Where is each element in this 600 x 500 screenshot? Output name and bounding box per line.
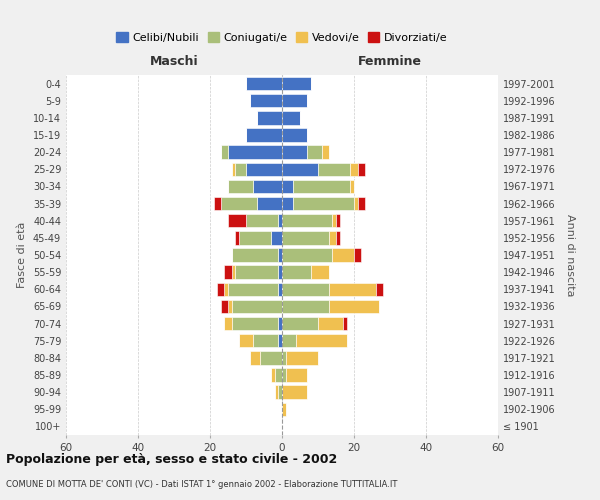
Bar [278, 214, 282, 228]
Bar [318, 317, 343, 330]
Bar [250, 94, 282, 108]
Bar [253, 334, 278, 347]
Bar [232, 300, 282, 313]
Bar [257, 197, 282, 210]
Bar [278, 282, 282, 296]
Bar [214, 197, 221, 210]
Bar [228, 146, 282, 159]
Bar [376, 282, 383, 296]
Bar [228, 180, 253, 193]
Bar [235, 231, 239, 244]
Bar [282, 111, 300, 124]
Bar [336, 214, 340, 228]
Bar [282, 180, 293, 193]
Bar [278, 386, 282, 399]
Bar [282, 94, 307, 108]
Y-axis label: Fasce di età: Fasce di età [17, 222, 27, 288]
Bar [228, 300, 232, 313]
Bar [278, 248, 282, 262]
Bar [278, 266, 282, 279]
Bar [228, 282, 278, 296]
Bar [257, 111, 282, 124]
Bar [286, 368, 307, 382]
Bar [246, 162, 282, 176]
Bar [358, 162, 365, 176]
Bar [354, 248, 361, 262]
Bar [282, 162, 318, 176]
Bar [275, 386, 278, 399]
Bar [246, 128, 282, 141]
Bar [296, 334, 347, 347]
Bar [235, 162, 246, 176]
Bar [271, 368, 275, 382]
Bar [311, 266, 329, 279]
Bar [282, 146, 307, 159]
Bar [282, 214, 332, 228]
Bar [235, 266, 278, 279]
Bar [282, 317, 318, 330]
Bar [271, 231, 282, 244]
Bar [350, 180, 354, 193]
Bar [253, 180, 282, 193]
Bar [282, 386, 307, 399]
Bar [282, 368, 286, 382]
Bar [332, 248, 354, 262]
Bar [224, 266, 232, 279]
Bar [228, 214, 246, 228]
Bar [293, 180, 350, 193]
Text: Maschi: Maschi [149, 55, 199, 68]
Text: Popolazione per età, sesso e stato civile - 2002: Popolazione per età, sesso e stato civil… [6, 452, 337, 466]
Bar [232, 248, 278, 262]
Bar [278, 317, 282, 330]
Bar [221, 146, 228, 159]
Bar [221, 300, 228, 313]
Text: Femmine: Femmine [358, 55, 422, 68]
Bar [232, 317, 278, 330]
Bar [329, 300, 379, 313]
Bar [246, 77, 282, 90]
Bar [358, 197, 365, 210]
Bar [282, 128, 307, 141]
Bar [332, 214, 336, 228]
Bar [350, 162, 358, 176]
Bar [260, 351, 282, 364]
Legend: Celibi/Nubili, Coniugati/e, Vedovi/e, Divorziati/e: Celibi/Nubili, Coniugati/e, Vedovi/e, Di… [114, 30, 450, 45]
Bar [246, 214, 278, 228]
Bar [224, 317, 232, 330]
Bar [239, 231, 271, 244]
Bar [282, 231, 329, 244]
Bar [217, 282, 224, 296]
Bar [282, 266, 311, 279]
Text: COMUNE DI MOTTA DE' CONTI (VC) - Dati ISTAT 1° gennaio 2002 - Elaborazione TUTTI: COMUNE DI MOTTA DE' CONTI (VC) - Dati IS… [6, 480, 397, 489]
Bar [282, 402, 286, 416]
Bar [329, 231, 336, 244]
Bar [250, 351, 260, 364]
Bar [278, 334, 282, 347]
Bar [275, 368, 282, 382]
Bar [282, 197, 293, 210]
Bar [354, 197, 358, 210]
Bar [282, 248, 332, 262]
Bar [232, 162, 235, 176]
Bar [282, 334, 296, 347]
Bar [282, 77, 311, 90]
Bar [282, 282, 329, 296]
Bar [343, 317, 347, 330]
Bar [221, 197, 257, 210]
Bar [293, 197, 354, 210]
Bar [329, 282, 376, 296]
Bar [232, 266, 235, 279]
Bar [239, 334, 253, 347]
Bar [318, 162, 350, 176]
Bar [224, 282, 228, 296]
Bar [322, 146, 329, 159]
Bar [307, 146, 322, 159]
Bar [282, 351, 286, 364]
Y-axis label: Anni di nascita: Anni di nascita [565, 214, 575, 296]
Bar [336, 231, 340, 244]
Bar [282, 300, 329, 313]
Bar [286, 351, 318, 364]
